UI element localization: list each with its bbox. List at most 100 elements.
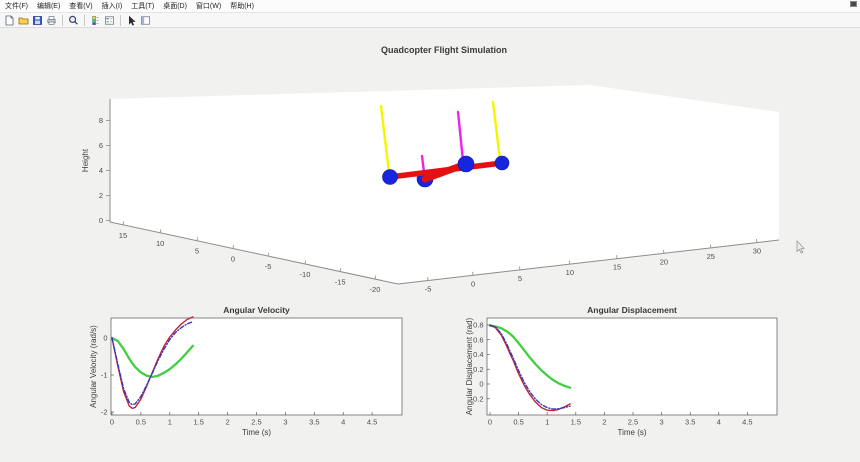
quadcopter-rotor xyxy=(382,169,398,185)
x-tick-label: 4 xyxy=(717,418,721,427)
thrust-line xyxy=(379,104,391,175)
x-axis-tick-label: 5 xyxy=(195,247,199,256)
edit-plot-icon[interactable] xyxy=(126,15,137,26)
thrust-line xyxy=(491,100,502,162)
x-axis-tick-label: -10 xyxy=(300,270,311,279)
series-green-solid xyxy=(488,324,572,389)
zoom-icon[interactable] xyxy=(68,15,79,26)
toolbar-separator xyxy=(84,14,85,26)
y-axis-tick-label: 15 xyxy=(613,263,621,272)
x-axis-tick-label: 10 xyxy=(156,239,164,248)
menu-item[interactable]: 查看(V) xyxy=(69,3,93,10)
y-axis-label: Angular Displacement (rad) xyxy=(465,317,474,415)
window-control-icon xyxy=(850,1,857,7)
series-blue-dash-dot xyxy=(111,321,194,406)
insert-colorbar-icon[interactable] xyxy=(90,15,101,26)
z-axis-tick-label: 2 xyxy=(99,191,103,200)
y-axis-tick-label: 0 xyxy=(471,279,475,288)
x-axis-tick-label: -5 xyxy=(265,262,272,271)
x-tick-label: 0.5 xyxy=(136,418,146,427)
y-tick-label: 0.4 xyxy=(473,350,483,359)
x-axis-line xyxy=(109,221,399,285)
series-blue-dash-dot xyxy=(489,324,571,410)
y-tick-label: -1 xyxy=(101,371,108,380)
menu-item[interactable]: 插入(I) xyxy=(101,3,123,10)
y-axis-label: Angular Velocity (rad/s) xyxy=(89,325,98,408)
thrust-line xyxy=(420,154,426,174)
mouse-cursor xyxy=(796,240,806,254)
x-tick-label: 3 xyxy=(283,418,287,427)
y-tick-label: 0 xyxy=(479,380,483,389)
x-tick-label: 1 xyxy=(545,418,549,427)
save-figure-icon[interactable] xyxy=(32,15,43,26)
y-axis-tick-label: -5 xyxy=(425,285,432,294)
x-axis-tick xyxy=(196,237,199,241)
menu-item[interactable]: 编辑(E) xyxy=(36,3,61,10)
angular-displacement-chart: 0 0.5 1 1.5 2 2.5 3 3.5 4 4.50.80.60.40.20-0.2Ang… xyxy=(465,305,778,437)
x-tick-label: 4 xyxy=(341,418,345,427)
x-tick-label: 3.5 xyxy=(685,418,695,427)
open-file-icon[interactable] xyxy=(18,15,29,26)
plot-area xyxy=(110,317,403,416)
y-tick-label: 0.6 xyxy=(473,335,483,344)
x-tick-label: 1.5 xyxy=(193,418,203,427)
figure-title: Quadcopter Flight Simulation xyxy=(381,45,507,55)
x-axis-label: Time (s) xyxy=(242,428,271,437)
x-axis-tick xyxy=(122,221,125,225)
quadcopter-rotor xyxy=(457,155,475,173)
quadcopter-rotor xyxy=(494,155,510,171)
z-axis-tick-label: 0 xyxy=(99,216,103,225)
x-axis-tick xyxy=(267,252,270,257)
toolbar-separator xyxy=(62,14,63,26)
y-axis-tick-label: 20 xyxy=(660,257,668,266)
x-tick-label: 2 xyxy=(226,418,230,427)
x-axis-tick-label: 0 xyxy=(231,254,235,263)
print-icon[interactable] xyxy=(46,15,57,26)
x-tick-label: 4.5 xyxy=(367,418,377,427)
menu-item[interactable]: 窗口(W) xyxy=(195,3,222,10)
x-tick-label: 1 xyxy=(168,418,172,427)
y-axis-tick-label: 30 xyxy=(753,247,761,256)
x-axis-tick xyxy=(159,229,162,233)
menu-item[interactable]: 帮助(H) xyxy=(230,3,254,10)
x-axis-tick xyxy=(304,260,307,265)
menu-item[interactable]: 工具(T) xyxy=(131,3,155,10)
x-tick-label: 0 xyxy=(488,418,492,427)
y-axis-tick-label: 25 xyxy=(707,252,715,261)
x-axis-tick-label: 15 xyxy=(119,231,127,240)
x-tick-label: 2.5 xyxy=(628,418,638,427)
x-tick-label: 3 xyxy=(660,418,664,427)
plot3d-area xyxy=(110,85,779,284)
menu-item[interactable]: 桌面(D) xyxy=(163,3,187,10)
z-axis-tick-label: 8 xyxy=(99,116,103,125)
new-figure-icon[interactable] xyxy=(4,15,15,26)
y-tick-label: 0 xyxy=(103,334,107,343)
x-tick-label: 3.5 xyxy=(309,418,319,427)
x-axis-tick xyxy=(232,244,235,249)
x-axis-label: Time (s) xyxy=(617,428,646,437)
quadcopter xyxy=(379,100,510,188)
x-tick-label: 4.5 xyxy=(742,418,752,427)
y-tick-label: -2 xyxy=(101,408,108,417)
y-axis-tick-label: 10 xyxy=(566,268,574,277)
y-tick-label: 0.8 xyxy=(473,321,483,330)
chart-title: Angular Velocity xyxy=(223,305,290,315)
x-tick-label: 0.5 xyxy=(513,418,523,427)
menu-item[interactable]: 文件(F) xyxy=(5,3,28,10)
y-tick-label: 0.2 xyxy=(473,365,483,374)
plot-area xyxy=(486,317,778,416)
x-tick-label: 0 xyxy=(110,418,114,427)
show-plot-tools-icon[interactable] xyxy=(140,15,151,26)
menu-bar: 文件(F) 编辑(E) 查看(V) 插入(I) 工具(T) 桌面(D) 窗口(W) 帮助(H) xyxy=(0,0,860,13)
series-red-solid xyxy=(489,324,571,412)
x-axis-tick xyxy=(339,268,342,272)
series-green-solid xyxy=(110,336,195,379)
figure-toolbar xyxy=(0,13,860,28)
insert-legend-icon[interactable] xyxy=(104,15,115,26)
z-axis-label: Height xyxy=(81,148,90,172)
x-tick-label: 2.5 xyxy=(251,418,261,427)
x-axis-tick-label: -20 xyxy=(370,285,381,294)
